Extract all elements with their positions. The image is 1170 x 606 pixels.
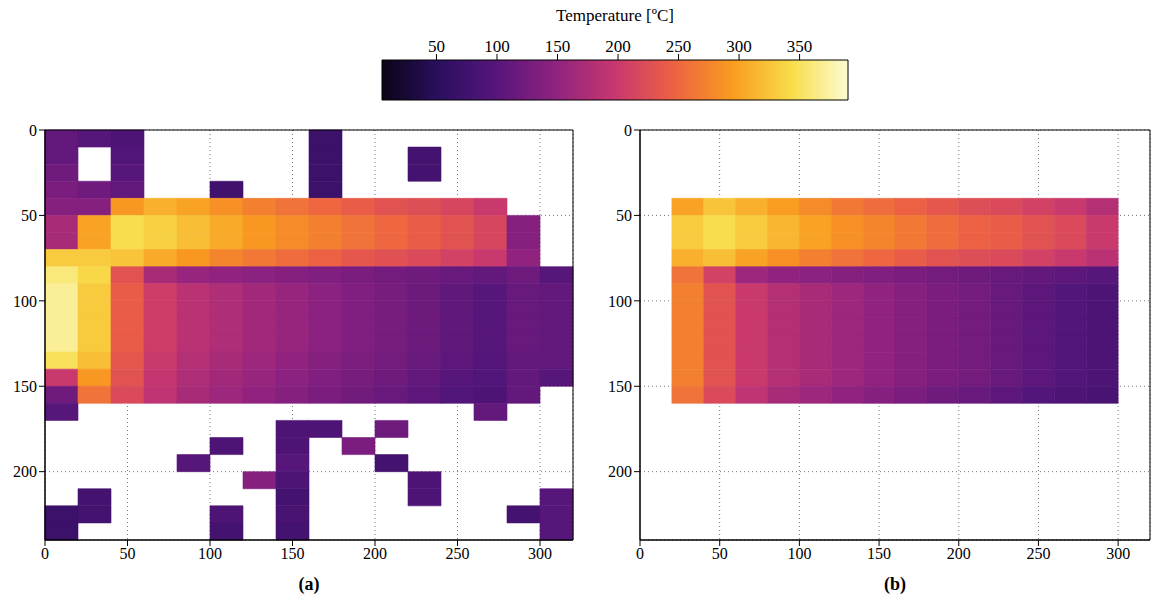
svg-text:250: 250 (446, 545, 470, 562)
svg-text:50: 50 (120, 545, 136, 562)
svg-text:100: 100 (13, 293, 37, 310)
svg-text:200: 200 (608, 463, 632, 480)
html-text:Temperature [ºC]: Temperature [ºC] (556, 6, 674, 25)
svg-text:0: 0 (636, 545, 644, 562)
svg-text:50: 50 (712, 545, 728, 562)
svg-text:350: 350 (787, 37, 813, 56)
html-text:(b): (b) (884, 574, 906, 594)
svg-text:0: 0 (29, 122, 37, 139)
svg-text:150: 150 (545, 37, 571, 56)
svg-text:50: 50 (428, 37, 445, 56)
svg-text:150: 150 (281, 545, 305, 562)
svg-text:300: 300 (528, 545, 552, 562)
html-text:(a): (a) (298, 574, 320, 594)
svg-text:0: 0 (41, 545, 49, 562)
svg-text:250: 250 (666, 37, 692, 56)
svg-text:300: 300 (1106, 545, 1130, 562)
svg-text:0: 0 (624, 122, 632, 139)
svg-text:200: 200 (947, 545, 971, 562)
svg-text:100: 100 (198, 545, 222, 562)
svg-text:150: 150 (608, 378, 632, 395)
svg-text:150: 150 (13, 378, 37, 395)
svg-text:150: 150 (867, 545, 891, 562)
svg-text:200: 200 (605, 37, 631, 56)
svg-text:100: 100 (608, 293, 632, 310)
svg-text:200: 200 (363, 545, 387, 562)
svg-text:100: 100 (787, 545, 811, 562)
svg-text:50: 50 (616, 207, 632, 224)
svg-text:200: 200 (13, 463, 37, 480)
svg-text:100: 100 (484, 37, 510, 56)
svg-text:300: 300 (726, 37, 752, 56)
svg-text:50: 50 (21, 207, 37, 224)
svg-text:250: 250 (1026, 545, 1050, 562)
